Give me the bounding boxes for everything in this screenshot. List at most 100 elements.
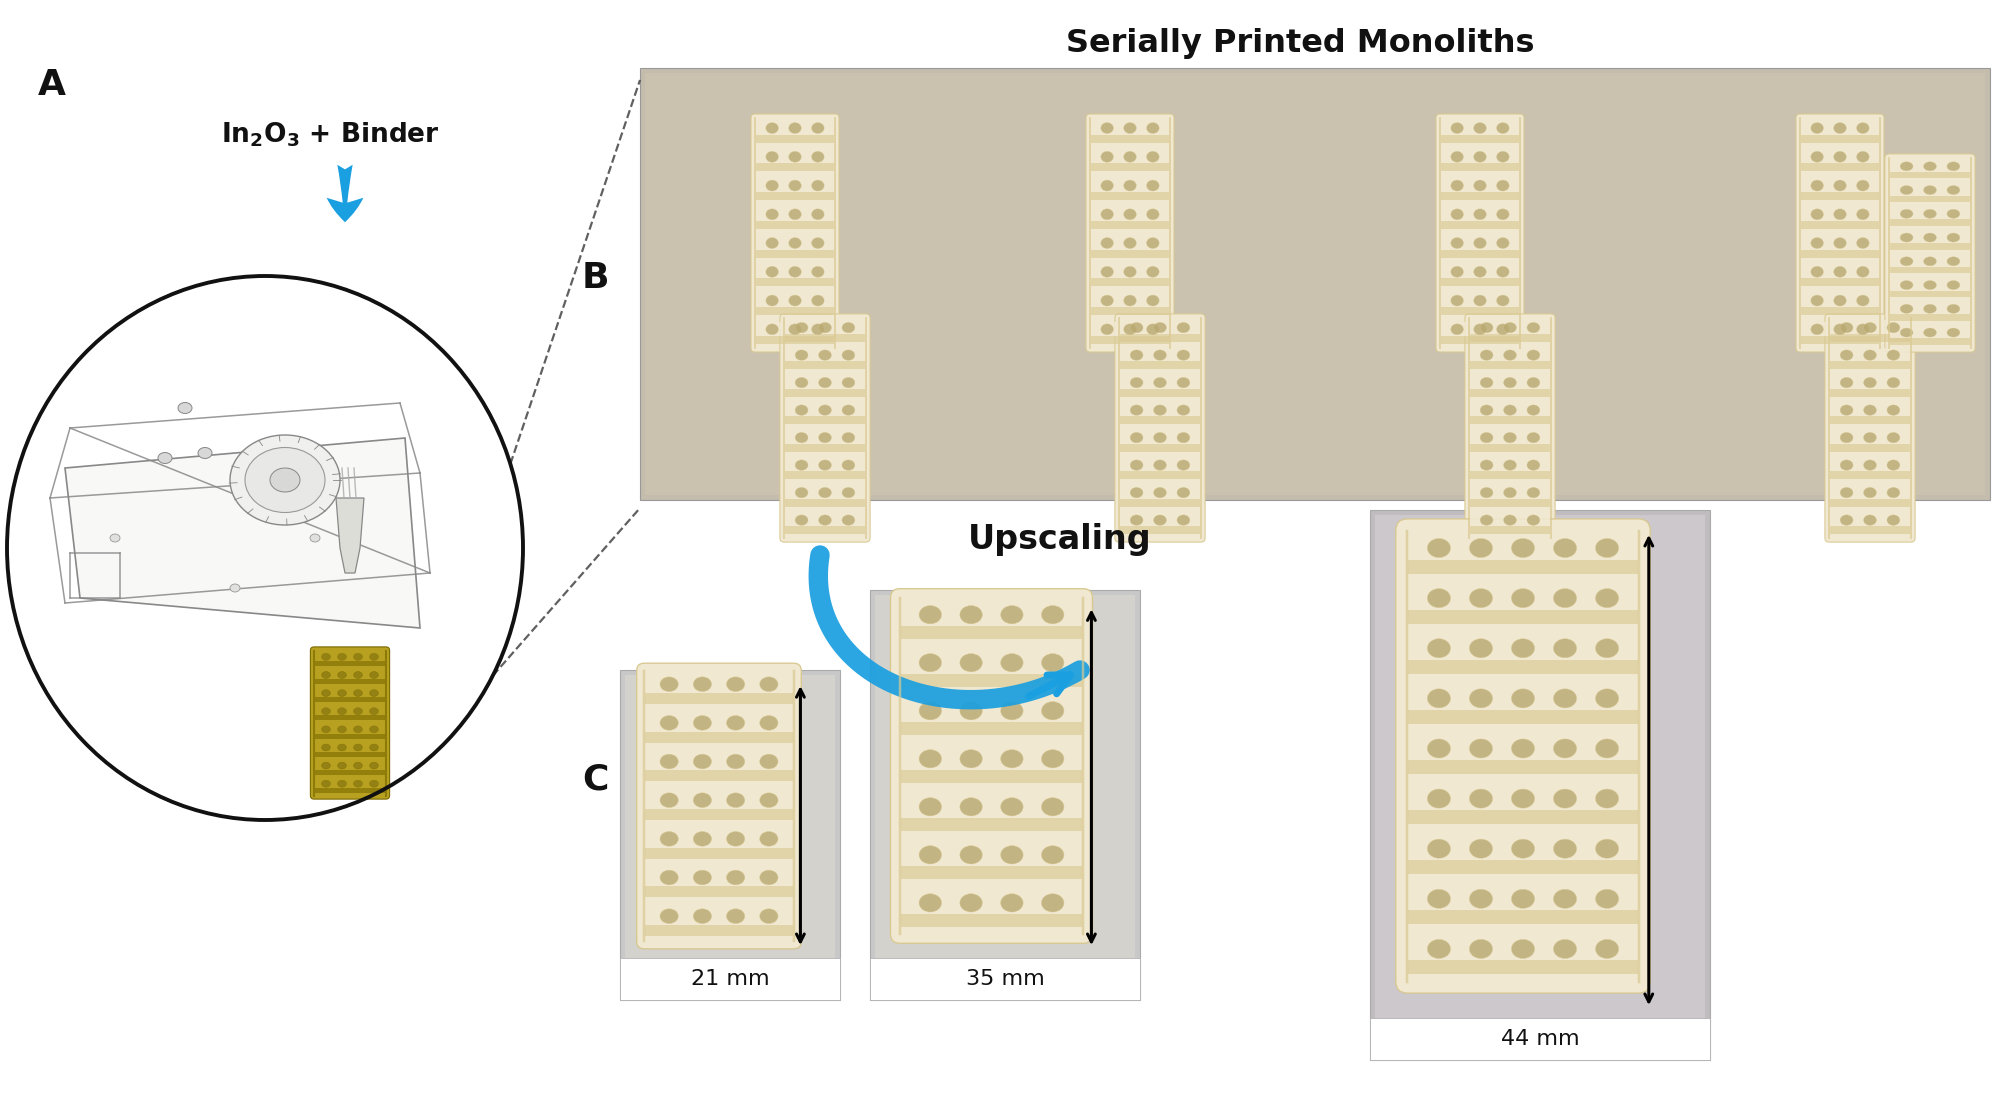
Ellipse shape bbox=[841, 350, 855, 361]
Ellipse shape bbox=[795, 487, 807, 498]
Ellipse shape bbox=[1922, 186, 1936, 195]
Bar bbox=[1409, 560, 1636, 573]
Bar bbox=[875, 595, 1135, 996]
Bar bbox=[1409, 835, 1636, 860]
Ellipse shape bbox=[919, 653, 941, 672]
Ellipse shape bbox=[789, 180, 801, 191]
Ellipse shape bbox=[1856, 152, 1868, 163]
Bar bbox=[901, 650, 1081, 674]
Bar bbox=[901, 626, 1081, 639]
Ellipse shape bbox=[1832, 122, 1846, 133]
Ellipse shape bbox=[1101, 209, 1113, 220]
Ellipse shape bbox=[759, 676, 777, 692]
Bar bbox=[1828, 334, 1908, 342]
Bar bbox=[1469, 499, 1548, 507]
Bar bbox=[1469, 430, 1548, 444]
Ellipse shape bbox=[693, 909, 711, 924]
Bar bbox=[1888, 208, 1968, 219]
Ellipse shape bbox=[338, 707, 346, 715]
Bar bbox=[1441, 148, 1518, 164]
Ellipse shape bbox=[1510, 739, 1534, 758]
Ellipse shape bbox=[1129, 460, 1143, 471]
Ellipse shape bbox=[1856, 238, 1868, 249]
Ellipse shape bbox=[1594, 588, 1618, 607]
Ellipse shape bbox=[370, 653, 378, 660]
Bar bbox=[1800, 207, 1878, 221]
Bar bbox=[1888, 338, 1968, 344]
Ellipse shape bbox=[765, 295, 777, 306]
Ellipse shape bbox=[795, 350, 807, 361]
Ellipse shape bbox=[811, 266, 823, 277]
Bar bbox=[1800, 250, 1878, 257]
FancyBboxPatch shape bbox=[1824, 314, 1914, 542]
Ellipse shape bbox=[1469, 639, 1493, 658]
Ellipse shape bbox=[1041, 894, 1063, 912]
Bar bbox=[1409, 810, 1636, 824]
Text: B: B bbox=[581, 261, 609, 295]
Bar bbox=[1828, 499, 1908, 507]
Bar bbox=[1800, 264, 1878, 278]
Bar bbox=[755, 264, 833, 278]
Ellipse shape bbox=[1177, 515, 1189, 526]
Ellipse shape bbox=[1900, 328, 1912, 337]
Bar bbox=[1469, 320, 1548, 334]
Ellipse shape bbox=[1129, 405, 1143, 416]
Bar bbox=[1375, 515, 1704, 1055]
Ellipse shape bbox=[1123, 152, 1135, 163]
Bar bbox=[1469, 348, 1548, 362]
Bar bbox=[1409, 785, 1636, 810]
FancyBboxPatch shape bbox=[1884, 154, 1974, 352]
Bar bbox=[1119, 375, 1199, 389]
Ellipse shape bbox=[1526, 350, 1538, 361]
Ellipse shape bbox=[1451, 266, 1463, 277]
Ellipse shape bbox=[1469, 889, 1493, 909]
Ellipse shape bbox=[1594, 739, 1618, 758]
Ellipse shape bbox=[1810, 180, 1822, 191]
Ellipse shape bbox=[246, 448, 326, 513]
Bar bbox=[645, 751, 793, 770]
Ellipse shape bbox=[811, 238, 823, 249]
Ellipse shape bbox=[1473, 209, 1487, 220]
Ellipse shape bbox=[1147, 152, 1159, 163]
Ellipse shape bbox=[765, 122, 777, 133]
Ellipse shape bbox=[1101, 266, 1113, 277]
Ellipse shape bbox=[841, 515, 855, 526]
Bar bbox=[1091, 278, 1169, 286]
Bar bbox=[1369, 1018, 1708, 1060]
Bar bbox=[1441, 235, 1518, 250]
Bar bbox=[785, 375, 865, 389]
Ellipse shape bbox=[841, 460, 855, 471]
Bar bbox=[316, 706, 386, 715]
Ellipse shape bbox=[1177, 487, 1189, 498]
Ellipse shape bbox=[959, 653, 981, 672]
Bar bbox=[1888, 219, 1968, 225]
Bar bbox=[1409, 735, 1636, 760]
Ellipse shape bbox=[322, 707, 330, 715]
Ellipse shape bbox=[1856, 266, 1868, 277]
Ellipse shape bbox=[659, 755, 677, 769]
Ellipse shape bbox=[789, 209, 801, 220]
Bar bbox=[645, 73, 1984, 495]
Ellipse shape bbox=[1001, 798, 1023, 816]
Ellipse shape bbox=[841, 377, 855, 388]
Bar bbox=[785, 444, 865, 452]
Ellipse shape bbox=[1041, 606, 1063, 624]
Bar bbox=[755, 321, 833, 336]
Ellipse shape bbox=[789, 238, 801, 249]
Ellipse shape bbox=[230, 584, 240, 592]
Ellipse shape bbox=[1594, 789, 1618, 808]
Ellipse shape bbox=[1594, 689, 1618, 708]
Ellipse shape bbox=[725, 832, 745, 846]
Bar bbox=[1800, 120, 1878, 134]
Ellipse shape bbox=[919, 702, 941, 719]
Bar bbox=[785, 417, 865, 425]
Ellipse shape bbox=[765, 209, 777, 220]
Bar bbox=[1091, 164, 1169, 172]
Bar bbox=[1091, 250, 1169, 257]
Bar bbox=[755, 307, 833, 316]
Bar bbox=[901, 842, 1081, 866]
Ellipse shape bbox=[1451, 295, 1463, 306]
Ellipse shape bbox=[1001, 653, 1023, 672]
Ellipse shape bbox=[1886, 350, 1898, 361]
Ellipse shape bbox=[1427, 539, 1451, 558]
